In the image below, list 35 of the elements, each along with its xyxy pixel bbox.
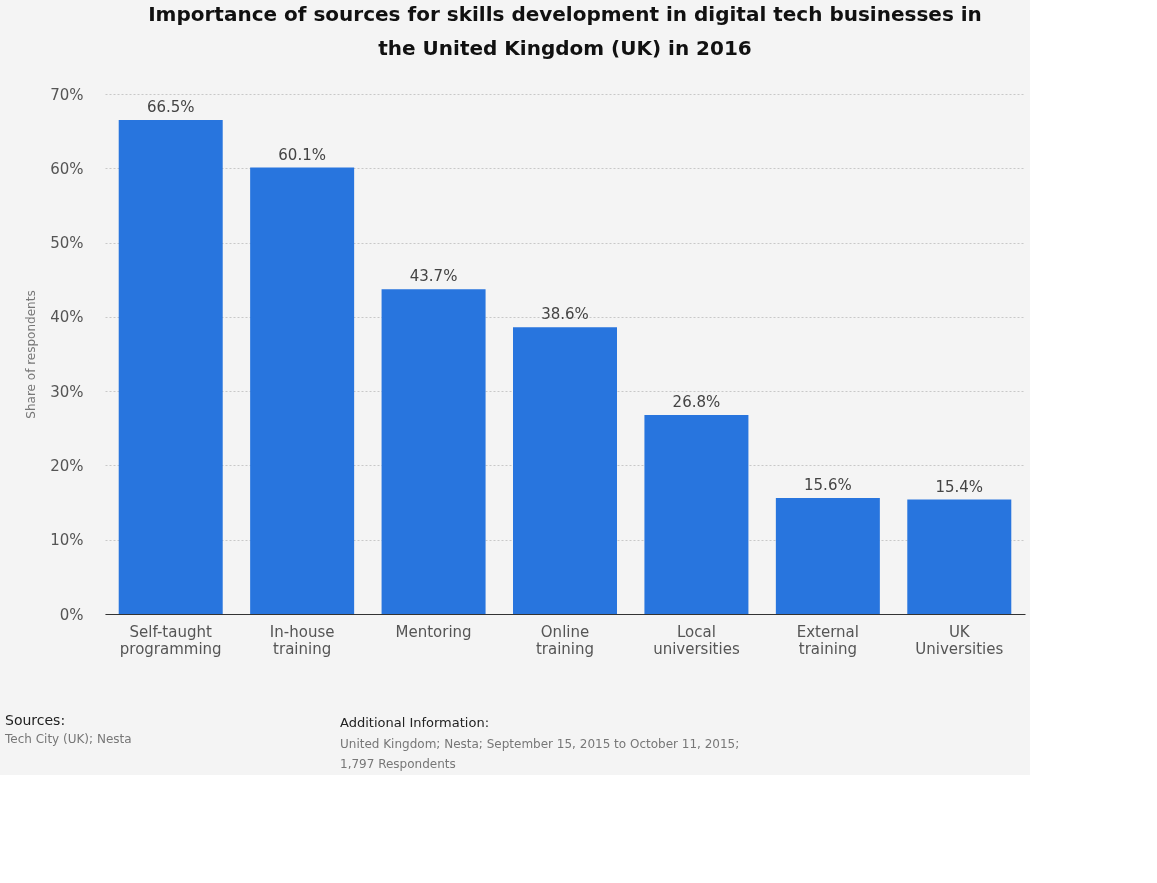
data-label: 38.6%: [541, 305, 589, 324]
y-tick-label: 0%: [59, 605, 84, 624]
bar: [775, 498, 880, 614]
bar: [907, 499, 1012, 614]
data-label: 15.4%: [935, 477, 984, 496]
x-tick-label: Local universities: [653, 622, 740, 658]
y-axis-title: Share of respondents: [24, 290, 39, 419]
y-tick-label: 50%: [50, 234, 84, 253]
x-tick-label: UK Universities: [915, 622, 1004, 658]
bar: [250, 167, 355, 614]
y-tick-label: 70%: [50, 85, 84, 104]
x-tick-label: External training: [796, 622, 859, 658]
text: Tech City (UK); Nesta: [4, 732, 132, 746]
data-label: 15.6%: [804, 476, 852, 495]
bar: [644, 414, 749, 614]
text: United Kingdom; Nesta; September 15, 2015 to October 11, 2015; 1,797 Respondents: [340, 737, 740, 771]
chart-title: Importance of sources for skills development in digital tech businesses in the United Kingdom (UK) in 2016: [148, 2, 982, 60]
data-label: 60.1%: [278, 145, 326, 164]
y-tick-label: 60%: [50, 159, 84, 178]
data-label: 26.8%: [672, 392, 721, 411]
x-tick-label: Online training: [535, 622, 595, 658]
bar: [118, 120, 223, 614]
y-tick-label: 10%: [50, 531, 84, 550]
data-label: 43.7%: [409, 267, 458, 286]
y-tick-label: 30%: [50, 382, 84, 401]
x-tick-label: Mentoring: [395, 622, 472, 641]
x-tick-label: Self-taught programming: [119, 622, 222, 658]
data-label: 66.5%: [146, 98, 195, 116]
bar: [513, 327, 617, 614]
text: Additional Information:: [340, 715, 490, 730]
source-note: Sources:: [5, 712, 66, 728]
x-tick-label: In-house training: [269, 622, 335, 658]
bar: [381, 289, 486, 614]
y-tick-label: 40%: [50, 308, 84, 327]
y-tick-label: 20%: [50, 456, 84, 475]
